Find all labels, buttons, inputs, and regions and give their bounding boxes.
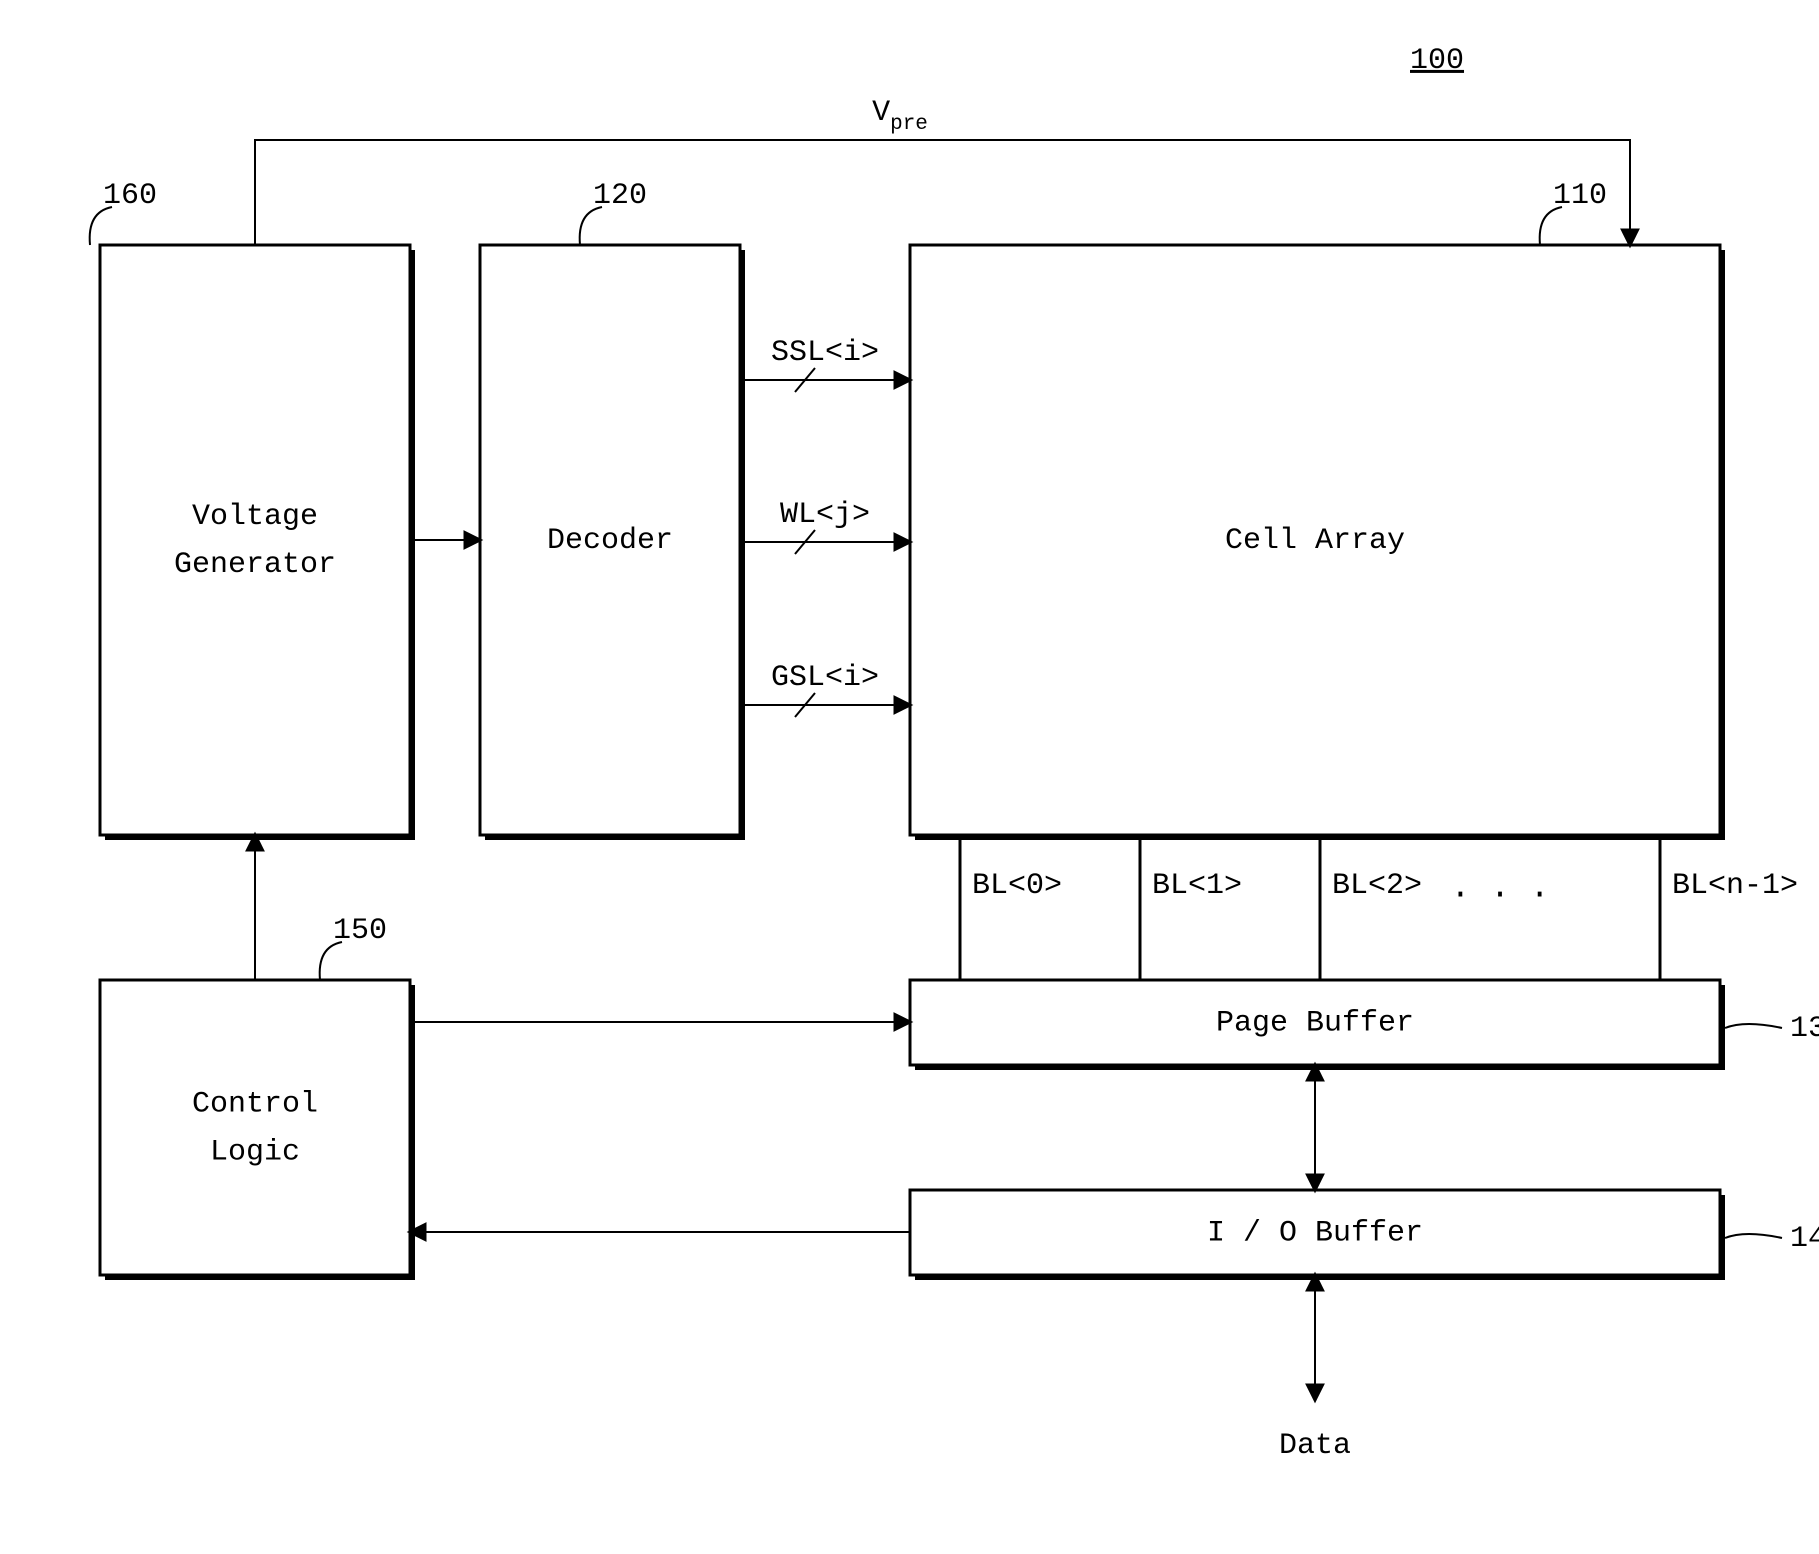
control-logic-label: Logic [210,1135,300,1169]
cell-array-label: Cell Array [1225,524,1405,558]
bus-label-SSL<i>: SSL<i> [771,336,879,370]
bus-label-WL<j>: WL<j> [780,498,870,532]
page-buffer-ref-leader [1725,1024,1782,1028]
data-label: Data [1279,1429,1351,1463]
control-logic-box [100,980,410,1275]
vpre-label: Vpre [872,96,928,136]
voltage-generator-label: Voltage [192,500,318,534]
io-buffer-ref: 140 [1790,1222,1819,1256]
memory-block-diagram: 100VoltageGenerator160Decoder120Cell Arr… [0,0,1819,1549]
io-buffer-label: I / O Buffer [1207,1216,1423,1250]
page-buffer-label: Page Buffer [1216,1006,1414,1040]
vpre-line [255,140,1630,245]
figure-ref-100: 100 [1410,44,1464,78]
io-buffer-ref-leader [1725,1234,1782,1238]
page-buffer-ref: 130 [1790,1012,1819,1046]
bitline-label-BL<n-1>: BL<n-1> [1672,869,1798,903]
bitline-label-BL<0>: BL<0> [972,869,1062,903]
decoder-label: Decoder [547,524,673,558]
bitline-label-BL<2>: BL<2> [1332,869,1422,903]
bitline-label-BL<1>: BL<1> [1152,869,1242,903]
voltage-generator-label: Generator [174,548,336,582]
bus-label-GSL<i>: GSL<i> [771,661,879,695]
bitline-ellipsis: · · · [1450,877,1549,914]
voltage-generator-box [100,245,410,835]
control-logic-label: Control [192,1087,318,1121]
